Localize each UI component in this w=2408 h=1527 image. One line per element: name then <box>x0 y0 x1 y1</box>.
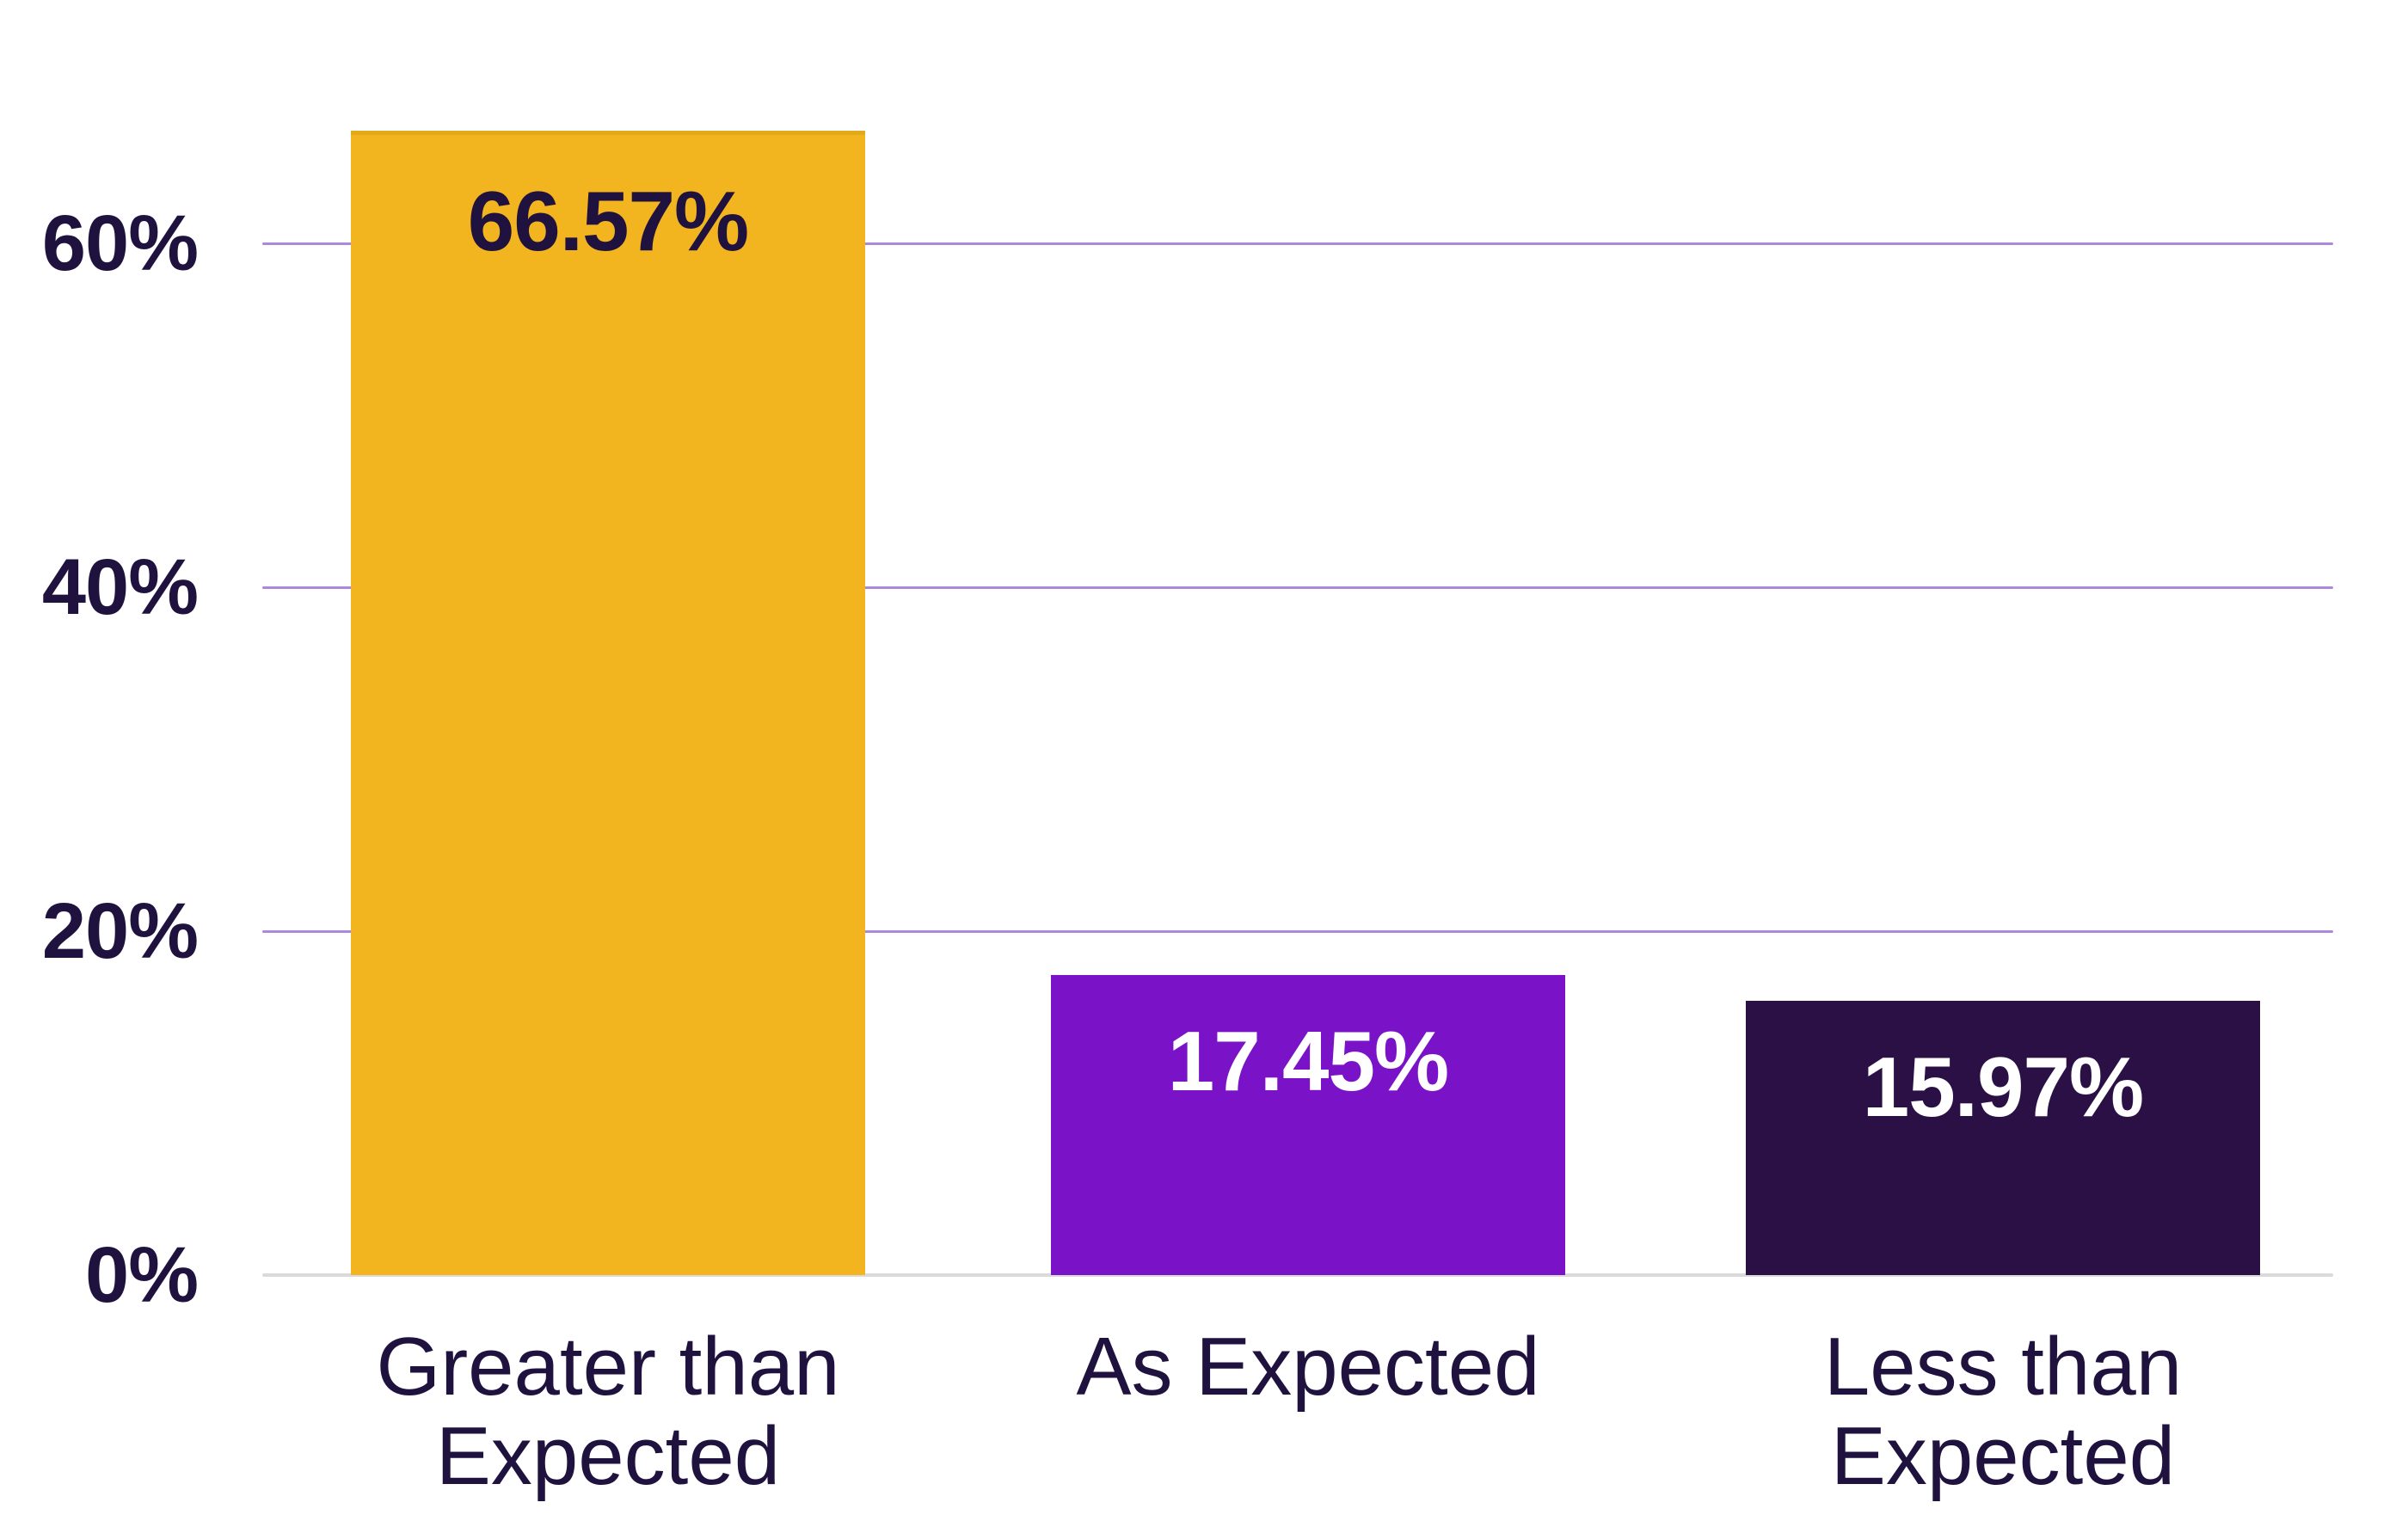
category-label-line: Greater than <box>376 1321 840 1413</box>
y-gridline <box>262 586 2333 589</box>
category-label: Greater than Expected <box>255 1322 961 1501</box>
x-axis-line <box>262 1273 2333 1277</box>
bar-value-label: 15.97% <box>1862 1039 2144 1134</box>
y-tick-label: 0% <box>85 1231 199 1319</box>
bar-value-label: 66.57% <box>467 173 749 268</box>
bar: 15.97% <box>1746 1000 2260 1275</box>
category-label: As Expected <box>955 1322 1661 1412</box>
y-tick-label: 60% <box>41 199 199 287</box>
category-label-line: Expected <box>1830 1410 2176 1502</box>
bar-value-label: 17.45% <box>1167 1014 1449 1108</box>
category-label-line: Expected <box>435 1410 781 1502</box>
category-label: Less than Expected <box>1650 1322 2356 1501</box>
bar: 17.45% <box>1051 975 1565 1275</box>
bar: 66.57% <box>351 130 865 1275</box>
category-label-line: As Expected <box>1076 1321 1540 1413</box>
y-gridline <box>262 930 2333 933</box>
y-tick-label: 20% <box>41 887 199 975</box>
y-tick-label: 40% <box>41 543 199 631</box>
category-label-line: Less than <box>1823 1321 2183 1413</box>
y-gridline <box>262 242 2333 245</box>
